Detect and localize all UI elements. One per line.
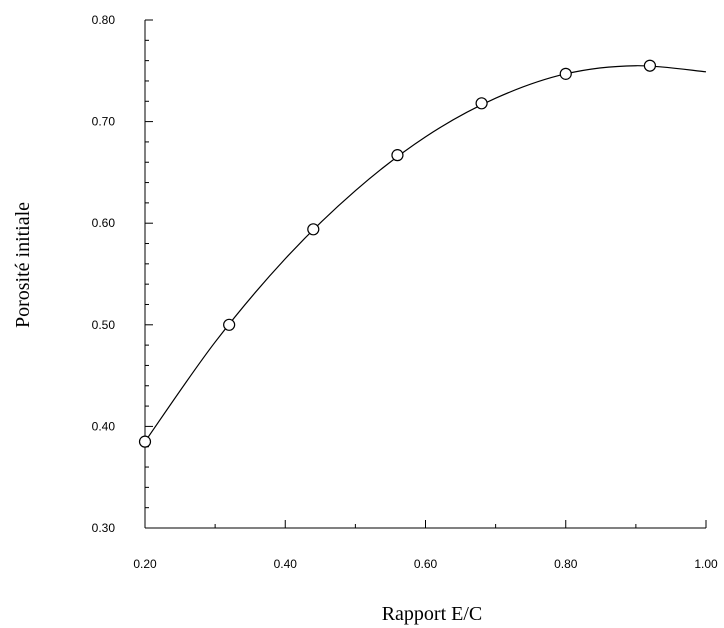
x-axis-title: Rapport E/C [382,603,483,625]
data-point [643,59,657,72]
x-tick-label: 0.40 [274,557,298,571]
data-point [475,97,488,110]
y-tick-label: 0.70 [92,115,116,129]
x-tick-label: 1.00 [694,557,718,571]
y-tick-label: 0.60 [92,216,116,230]
y-tick-label: 0.40 [92,419,116,433]
data-point [138,435,152,448]
axis-ticks [144,19,707,529]
fit-curve [144,65,707,442]
y-tick-label: 0.80 [92,13,116,27]
data-points-layer [138,59,657,448]
fit-curve-layer [144,65,707,442]
axis-tick-labels: 0.20 0.40 0.60 0.80 1.00 0.30 0.40 0.50 0.60 0.70… [92,13,718,571]
x-tick-label: 0.60 [414,557,438,571]
x-tick-label: 0.20 [133,557,157,571]
plot-frame [144,20,706,529]
y-axis-title: Porosité initiale [12,202,34,328]
y-tick-label: 0.50 [92,318,116,332]
y-tick-label: 0.30 [92,521,116,535]
x-tick-label: 0.80 [554,557,578,571]
data-point [559,67,572,80]
data-point [307,223,320,236]
data-point [223,318,236,331]
data-point [391,149,404,162]
